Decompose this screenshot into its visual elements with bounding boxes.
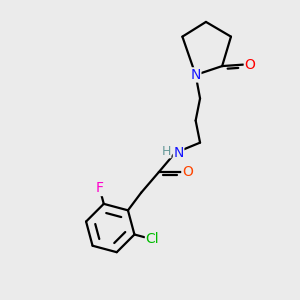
Text: Cl: Cl (146, 232, 159, 246)
Text: N: N (190, 68, 201, 82)
Text: O: O (182, 165, 193, 179)
Text: O: O (244, 58, 255, 72)
Text: H: H (161, 145, 171, 158)
Text: F: F (96, 182, 104, 196)
Text: N: N (173, 146, 184, 160)
